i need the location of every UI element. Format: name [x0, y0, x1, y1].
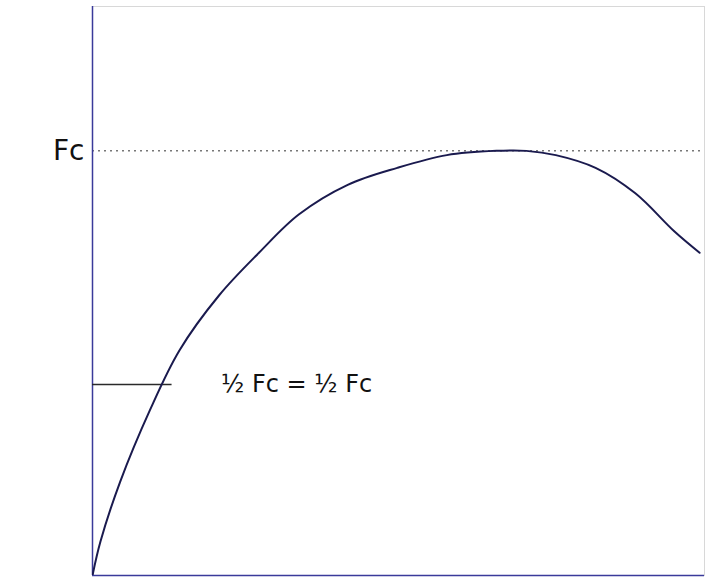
svg-text:½ Fc = ½ Fc: ½ Fc = ½ Fc [221, 370, 372, 398]
svg-text:Fc: Fc [53, 134, 85, 167]
